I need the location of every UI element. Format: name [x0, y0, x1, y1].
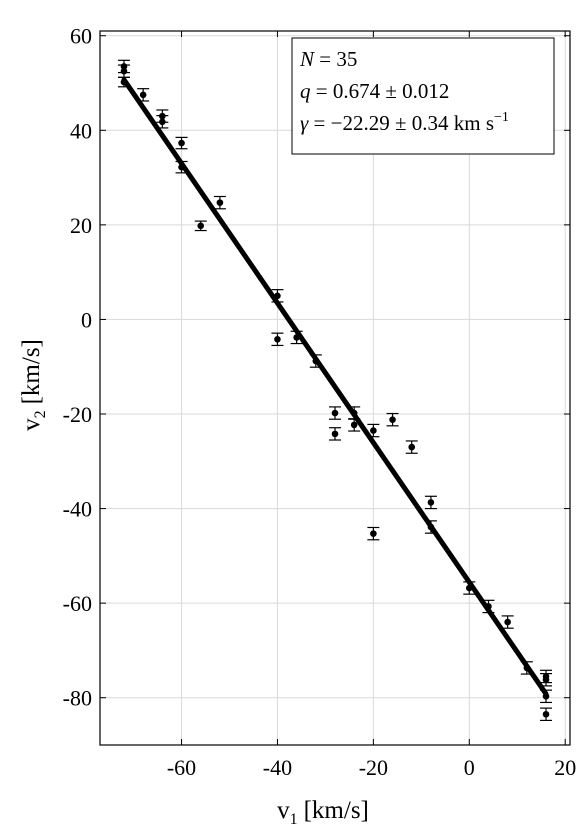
data-point [309, 354, 322, 368]
y-tick-label: 0 [81, 307, 92, 332]
data-point [290, 330, 303, 345]
y-tick-label: 20 [70, 213, 92, 238]
data-point [482, 599, 495, 614]
x-tick-label: -20 [359, 755, 388, 780]
data-point [271, 332, 284, 347]
data-point [463, 581, 476, 595]
data-point [175, 160, 188, 174]
data-point [520, 661, 533, 675]
annotation-box: N = 35 q = 0.674 ± 0.012 γ = −22.29 ± 0.… [291, 37, 555, 155]
point-marker [178, 139, 185, 147]
point-marker [293, 334, 300, 341]
point-marker [542, 692, 550, 700]
y-tick-label: -20 [63, 402, 92, 427]
data-point [424, 495, 437, 510]
point-marker [216, 199, 224, 206]
data-point [540, 672, 553, 687]
point-marker [331, 430, 339, 438]
data-point [540, 707, 553, 722]
data-point [367, 526, 380, 541]
point-marker [485, 603, 492, 610]
point-marker [178, 163, 185, 171]
point-marker [120, 67, 128, 75]
y-tick-label: 40 [70, 118, 92, 143]
annotation-line-gamma: γ = −22.29 ± 0.34 km s−1 [300, 110, 509, 135]
point-marker [542, 710, 550, 718]
y-tick-label: -60 [63, 591, 92, 616]
point-marker [542, 676, 550, 684]
data-point [117, 76, 130, 88]
x-tick-label: -60 [167, 755, 196, 780]
annotation-line-q: q = 0.674 ± 0.012 [300, 79, 449, 103]
data-point [271, 289, 284, 303]
point-marker [274, 292, 281, 300]
data-point [424, 520, 437, 534]
data-point [156, 115, 169, 129]
data-point [329, 406, 341, 420]
point-marker [408, 443, 416, 451]
data-point [137, 88, 150, 102]
data-point [213, 195, 226, 210]
data-point [386, 412, 399, 427]
point-marker [465, 584, 473, 592]
tick-labels: -60 -40 -20 0 20 -80 -60 -40 -20 0 20 40 60 [63, 24, 577, 780]
point-marker [197, 222, 205, 230]
x-tick-label: 20 [554, 755, 576, 780]
point-marker [312, 357, 320, 365]
point-marker [504, 618, 511, 626]
x-tick-label: -40 [263, 755, 292, 780]
point-marker [139, 91, 147, 99]
point-marker [523, 664, 531, 672]
point-marker [427, 499, 435, 506]
point-marker [274, 335, 281, 343]
plot-frame [99, 30, 571, 746]
y-axis-label: v2[km/s] [18, 339, 49, 431]
data-point [501, 615, 514, 629]
data-point [194, 220, 207, 232]
point-marker [120, 78, 128, 86]
point-marker [331, 409, 339, 417]
tick-marks [100, 31, 570, 745]
data-point [175, 136, 188, 150]
data-points [117, 59, 553, 722]
y-tick-label: -80 [63, 686, 92, 711]
point-marker [370, 427, 377, 434]
y-tick-label: -40 [63, 497, 92, 522]
point-marker [427, 523, 435, 531]
data-point [540, 689, 553, 704]
data-point [348, 418, 361, 432]
point-marker [350, 421, 358, 429]
point-marker [159, 118, 166, 126]
x-tick-label: 0 [464, 755, 475, 780]
x-axis-label: v1 [km/s] [277, 797, 369, 828]
data-point [367, 423, 380, 438]
point-marker [370, 530, 377, 537]
data-point [405, 440, 418, 454]
point-marker [350, 409, 358, 417]
annotation-line-n: N = 35 [299, 47, 357, 71]
data-point [117, 64, 130, 78]
data-point [329, 427, 341, 441]
fit-line-group [121, 77, 549, 697]
y-tick-label: 60 [70, 24, 92, 49]
point-marker [389, 416, 396, 423]
fit-line [121, 77, 549, 697]
